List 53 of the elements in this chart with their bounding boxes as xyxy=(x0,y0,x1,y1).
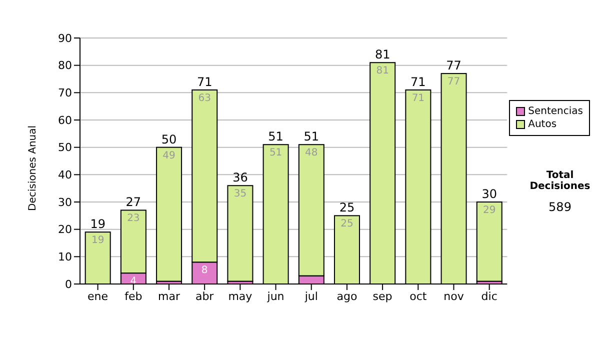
x-tick-label: feb xyxy=(124,290,142,303)
y-axis-title: Decisiones Anual xyxy=(28,125,39,211)
y-tick-label: 0 xyxy=(65,278,72,291)
total-label: 81 xyxy=(374,48,390,62)
legend-label: Sentencias xyxy=(528,105,583,118)
data-label: 81 xyxy=(376,66,389,77)
data-label: 4 xyxy=(130,276,137,288)
total-label: 19 xyxy=(90,217,106,232)
y-tick-label: 60 xyxy=(58,114,72,127)
x-tick-label: mar xyxy=(158,290,180,303)
text: 589 xyxy=(548,200,572,214)
total-label: 51 xyxy=(304,130,320,144)
data-label: 8 xyxy=(201,265,208,276)
y-tick-label: 90 xyxy=(58,32,72,45)
y-tick-label: 80 xyxy=(58,59,72,72)
data-label: 35 xyxy=(234,188,247,200)
total-label: 30 xyxy=(482,187,498,201)
x-tick-label: jul xyxy=(304,290,318,303)
x-tick-label: abr xyxy=(195,290,214,303)
data-label: 77 xyxy=(447,76,460,88)
total-label: 51 xyxy=(268,130,284,144)
x-tick-label: ene xyxy=(88,290,108,303)
data-label: 71 xyxy=(412,92,425,104)
data-label: 29 xyxy=(483,205,496,216)
data-label: 49 xyxy=(162,150,176,162)
total-label: 77 xyxy=(446,58,462,73)
total-label: 71 xyxy=(410,74,426,89)
y-tick-label: 40 xyxy=(58,168,72,182)
x-tick-label: jun xyxy=(266,290,284,303)
data-label: 23 xyxy=(127,213,140,224)
data-label: 51 xyxy=(269,148,282,159)
y-tick-label: 70 xyxy=(58,86,72,100)
y-tick-label: 50 xyxy=(58,141,72,154)
x-tick-label: may xyxy=(228,290,253,303)
data-label: 48 xyxy=(305,148,318,159)
total-label: 27 xyxy=(126,195,142,210)
x-tick-label: oct xyxy=(410,290,428,303)
legend-label: Autos xyxy=(528,118,557,131)
y-tick-label: 20 xyxy=(58,223,72,236)
total-label: 25 xyxy=(339,200,355,215)
total-label: 36 xyxy=(232,170,248,185)
x-tick-label: sep xyxy=(372,290,392,303)
data-label: 63 xyxy=(198,92,211,104)
x-tick-label: ago xyxy=(336,290,358,303)
total-label: 50 xyxy=(161,132,177,146)
data-label: 19 xyxy=(91,235,104,246)
y-tick-label: 10 xyxy=(58,250,72,264)
text: Total Decisiones xyxy=(528,170,592,192)
data-label: 25 xyxy=(340,218,354,230)
total-label: 71 xyxy=(196,74,212,89)
x-tick-label: nov xyxy=(444,290,464,303)
y-tick-label: 30 xyxy=(58,196,72,209)
x-tick-label: dic xyxy=(481,290,498,303)
